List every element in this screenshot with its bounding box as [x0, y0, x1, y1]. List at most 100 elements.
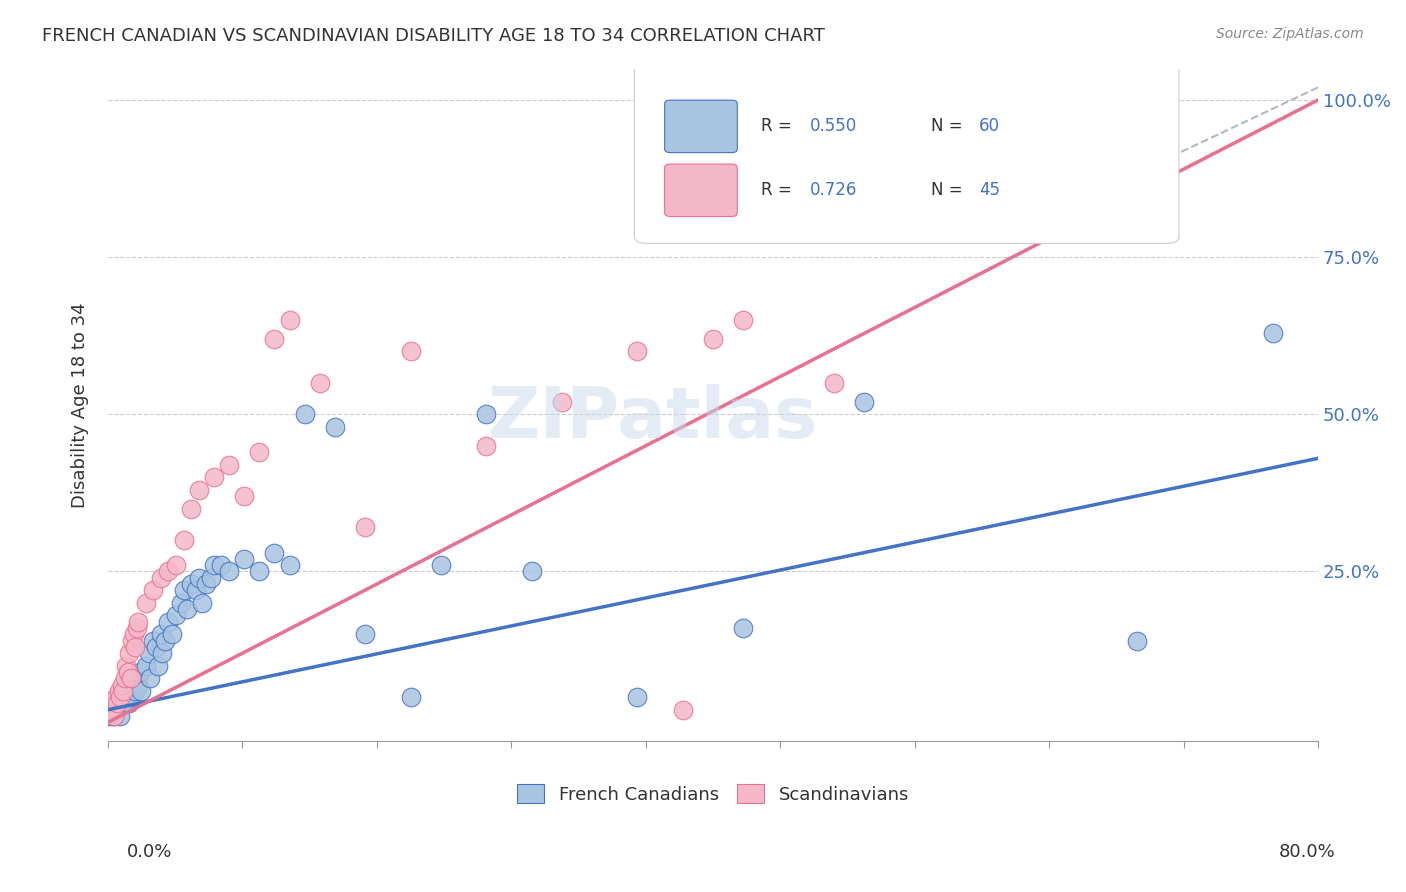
Point	[626, 344, 648, 359]
Text: FRENCH CANADIAN VS SCANDINAVIAN DISABILITY AGE 18 TO 34 CORRELATION CHART: FRENCH CANADIAN VS SCANDINAVIAN DISABILI…	[42, 27, 825, 45]
Point	[399, 344, 422, 359]
Point	[101, 699, 124, 714]
Point	[100, 703, 122, 717]
Point	[149, 571, 172, 585]
Point	[115, 690, 138, 705]
Point	[853, 394, 876, 409]
Point	[146, 658, 169, 673]
Point	[117, 665, 139, 679]
FancyBboxPatch shape	[665, 100, 737, 153]
Point	[118, 646, 141, 660]
FancyBboxPatch shape	[634, 62, 1180, 244]
Point	[157, 565, 180, 579]
Point	[823, 376, 845, 390]
Point	[180, 577, 202, 591]
Point	[200, 571, 222, 585]
Point	[354, 520, 377, 534]
Point	[128, 665, 150, 679]
Point	[247, 565, 270, 579]
Point	[125, 621, 148, 635]
Point	[145, 640, 167, 654]
Point	[520, 565, 543, 579]
Point	[139, 671, 162, 685]
Point	[125, 671, 148, 685]
Point	[101, 706, 124, 720]
Point	[184, 583, 207, 598]
Point	[209, 558, 232, 573]
Point	[202, 558, 225, 573]
Point	[142, 583, 165, 598]
Point	[104, 697, 127, 711]
Point	[155, 633, 177, 648]
Point	[121, 633, 143, 648]
Point	[169, 596, 191, 610]
Point	[108, 709, 131, 723]
Point	[142, 633, 165, 648]
Point	[202, 470, 225, 484]
Point	[176, 602, 198, 616]
Point	[104, 690, 127, 705]
Text: R =: R =	[762, 180, 797, 199]
Text: N =: N =	[931, 117, 967, 135]
Point	[124, 640, 146, 654]
Y-axis label: Disability Age 18 to 34: Disability Age 18 to 34	[72, 302, 89, 508]
Text: 60: 60	[980, 117, 1000, 135]
Point	[191, 596, 214, 610]
Point	[180, 501, 202, 516]
Text: N =: N =	[931, 180, 967, 199]
Point	[247, 445, 270, 459]
Point	[112, 684, 135, 698]
Point	[883, 87, 905, 101]
Point	[308, 376, 330, 390]
Point	[105, 703, 128, 717]
Point	[626, 690, 648, 705]
Point	[120, 690, 142, 705]
Point	[323, 420, 346, 434]
Point	[475, 439, 498, 453]
Point	[218, 458, 240, 472]
Point	[135, 596, 157, 610]
FancyBboxPatch shape	[665, 164, 737, 217]
Point	[173, 583, 195, 598]
Text: 0.0%: 0.0%	[127, 843, 172, 861]
Point	[120, 671, 142, 685]
Point	[110, 690, 132, 705]
Point	[98, 709, 121, 723]
Point	[149, 627, 172, 641]
Point	[117, 684, 139, 698]
Point	[263, 332, 285, 346]
Point	[672, 703, 695, 717]
Point	[233, 489, 256, 503]
Point	[157, 615, 180, 629]
Point	[354, 627, 377, 641]
Point	[551, 394, 574, 409]
Point	[165, 608, 187, 623]
Point	[1125, 633, 1147, 648]
Point	[127, 677, 149, 691]
Text: ZIPatlas: ZIPatlas	[488, 384, 818, 453]
Point	[278, 558, 301, 573]
Point	[165, 558, 187, 573]
Point	[475, 407, 498, 421]
Text: R =: R =	[762, 117, 797, 135]
Text: Source: ZipAtlas.com: Source: ZipAtlas.com	[1216, 27, 1364, 41]
Point	[118, 697, 141, 711]
Point	[702, 332, 724, 346]
Point	[100, 697, 122, 711]
Point	[195, 577, 218, 591]
Point	[107, 684, 129, 698]
Point	[121, 677, 143, 691]
Point	[187, 571, 209, 585]
Point	[127, 615, 149, 629]
Point	[733, 313, 755, 327]
Point	[1261, 326, 1284, 340]
Point	[122, 627, 145, 641]
Point	[115, 658, 138, 673]
Text: 0.550: 0.550	[810, 117, 858, 135]
Point	[112, 697, 135, 711]
Legend: French Canadians, Scandinavians: French Canadians, Scandinavians	[508, 775, 918, 813]
Text: 80.0%: 80.0%	[1279, 843, 1336, 861]
Point	[187, 483, 209, 497]
Point	[138, 646, 160, 660]
Point	[105, 697, 128, 711]
